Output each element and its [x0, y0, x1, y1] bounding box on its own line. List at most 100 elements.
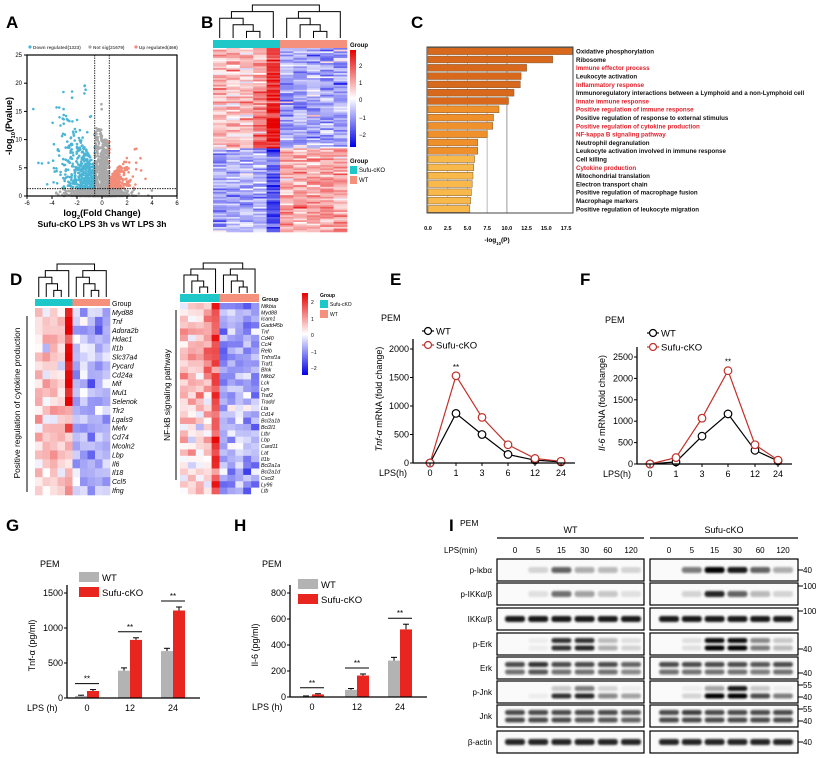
heatmap-cell	[95, 379, 103, 389]
heatmap-cell	[306, 93, 321, 96]
heatmap-cell	[333, 74, 348, 77]
heatmap-cell	[213, 228, 227, 231]
heatmap-cell	[80, 316, 88, 327]
heatmap-cell	[306, 98, 321, 101]
heatmap-cell	[213, 126, 227, 129]
heatmap-cell	[102, 414, 111, 425]
gene-label: Tlr2	[112, 408, 124, 415]
heatmap-cell	[213, 108, 227, 111]
bar	[130, 639, 142, 698]
heatmap-cell	[102, 343, 111, 353]
heatmap-cell	[213, 188, 227, 191]
heatmap-cell	[266, 84, 281, 87]
heatmap-cell	[239, 158, 254, 161]
data-point	[80, 156, 84, 160]
heatmap-cell	[42, 468, 51, 478]
heatmap-cell	[266, 109, 281, 112]
data-point	[84, 149, 88, 153]
heatmap-cell	[253, 210, 267, 213]
data-point	[69, 136, 73, 139]
heatmap-cell	[227, 373, 236, 380]
heatmap-cell	[227, 474, 236, 482]
heatmap-cell	[239, 96, 254, 99]
heatmap-cell	[266, 230, 281, 233]
band	[750, 669, 771, 675]
heatmap-cell	[65, 468, 73, 478]
heatmap-cell	[280, 59, 294, 62]
gene-label: Ifng	[112, 488, 124, 495]
data-point	[723, 366, 733, 376]
heatmap-cell	[239, 109, 254, 112]
heatmap-cell	[280, 113, 294, 116]
heatmap-cell	[95, 423, 103, 433]
heatmap-cell	[195, 436, 204, 444]
heatmap-cell	[293, 103, 308, 106]
y-axis-label: Tnf-α (pg/ml)	[27, 620, 37, 672]
heatmap-cell	[251, 411, 260, 418]
heatmap-cell	[293, 185, 308, 188]
heatmap-cell	[320, 131, 334, 134]
text-part: Il-6	[597, 439, 607, 452]
heatmap-cell	[195, 366, 204, 374]
heatmap-cell	[239, 176, 254, 179]
heatmap-cell	[80, 423, 88, 433]
category-label: Immune effector process	[576, 65, 650, 72]
heatmap-cell	[251, 449, 260, 457]
heatmap-cell	[333, 215, 348, 218]
heatmap-cell	[293, 61, 308, 64]
data-point	[98, 168, 102, 171]
heatmap-cell	[235, 481, 244, 488]
heatmap-cell	[213, 93, 227, 96]
heatmap-cell	[195, 341, 204, 348]
data-point	[64, 114, 68, 118]
heatmap-cell	[239, 140, 254, 142]
heatmap-cell	[235, 487, 244, 495]
heatmap-cell	[266, 156, 281, 159]
heatmap-cell	[333, 181, 348, 184]
heatmap-cell	[226, 123, 241, 126]
data-point	[88, 156, 92, 159]
heatmap-cell	[239, 175, 254, 178]
heatmap-cell	[293, 201, 308, 204]
band	[681, 739, 702, 745]
heatmap-cell	[293, 156, 308, 159]
band	[528, 693, 549, 699]
heatmap-cell	[57, 308, 66, 318]
heatmap-cell	[235, 430, 244, 437]
group-header: WT	[564, 525, 578, 535]
heatmap-cell	[243, 392, 252, 399]
heatmap-cell	[266, 185, 281, 188]
heatmap-cell	[87, 343, 96, 353]
heatmap-cell	[320, 213, 334, 216]
heatmap-cell	[333, 58, 348, 61]
heatmap-cell	[293, 123, 308, 126]
heatmap-cell	[266, 71, 281, 74]
heatmap-cell	[333, 56, 348, 59]
heatmap-cell	[211, 373, 220, 380]
heatmap-cell	[266, 83, 281, 86]
heatmap-cell	[320, 69, 334, 72]
heatmap-cell	[42, 414, 51, 425]
heatmap-cell	[213, 121, 227, 124]
heatmap-cell	[226, 186, 241, 189]
heatmap-cell	[306, 200, 321, 203]
data-point	[68, 119, 71, 123]
bar	[427, 130, 488, 138]
heatmap-cell	[213, 150, 227, 153]
heatmap-cell	[333, 81, 348, 84]
band	[773, 567, 793, 573]
heatmap-cell	[211, 398, 220, 406]
heatmap-cell	[239, 89, 254, 92]
data-point	[70, 157, 74, 161]
bar	[427, 196, 471, 205]
heatmap-cell	[187, 417, 197, 425]
heatmap-cell	[235, 392, 244, 399]
heatmap-cell	[239, 195, 254, 198]
heatmap-cell	[102, 388, 111, 398]
heatmap-cell	[72, 397, 81, 407]
heatmap-cell	[306, 165, 321, 168]
heatmap-cell	[266, 124, 281, 127]
tick-label: 0	[309, 702, 314, 712]
series-line	[429, 374, 562, 464]
tick-label: 1000	[389, 401, 409, 411]
